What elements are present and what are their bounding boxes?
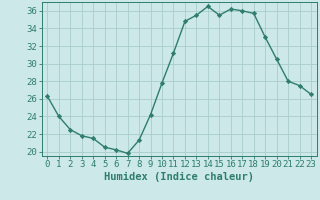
X-axis label: Humidex (Indice chaleur): Humidex (Indice chaleur) [104,172,254,182]
